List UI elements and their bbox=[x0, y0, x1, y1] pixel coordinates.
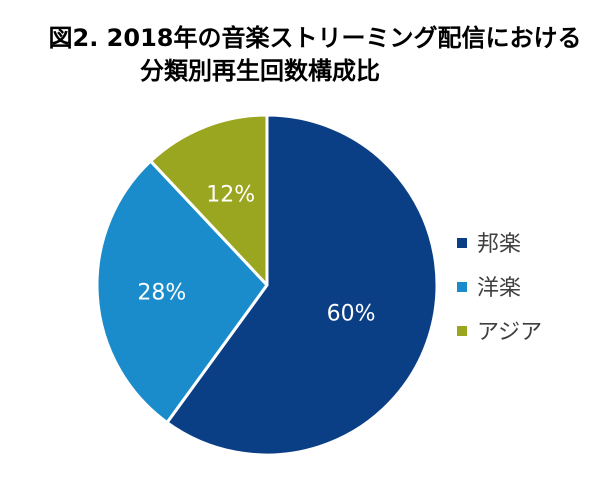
legend-label-3: アジア bbox=[477, 320, 542, 345]
pie-slice-2 bbox=[95, 159, 269, 425]
slice-label-3: 12% bbox=[206, 182, 255, 207]
pie-slices bbox=[95, 113, 439, 457]
legend-swatch-3 bbox=[457, 326, 467, 336]
chart-title-line2: 分類別再生回数構成比 bbox=[140, 57, 380, 85]
slice-label-2: 28% bbox=[137, 281, 186, 306]
legend-swatch-2 bbox=[457, 282, 467, 292]
pie-slice-1 bbox=[165, 113, 439, 457]
chart-title-line1: 図2. 2018年の音楽ストリーミング配信における bbox=[48, 24, 582, 52]
slice-label-1: 60% bbox=[327, 301, 376, 326]
chart-title: 図2. 2018年の音楽ストリーミング配信における 分類別再生回数構成比 bbox=[0, 22, 600, 88]
pie-slice-3 bbox=[149, 113, 269, 287]
legend-label-1: 邦楽 bbox=[477, 232, 521, 257]
legend-swatch-1 bbox=[457, 238, 467, 248]
legend-label-2: 洋楽 bbox=[477, 276, 521, 301]
pie-slice-labels: 60% 28% 12% bbox=[137, 182, 375, 326]
